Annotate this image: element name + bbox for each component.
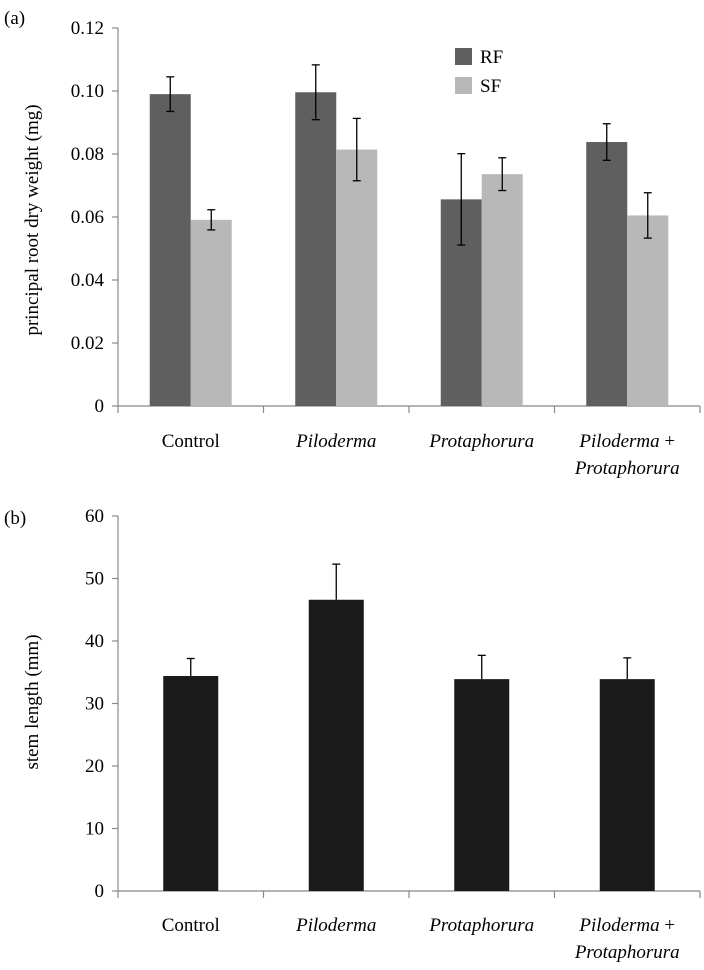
- y-tick-label: 0.08: [71, 144, 104, 165]
- x-category-label: Control: [162, 915, 220, 936]
- bar: [150, 94, 191, 406]
- y-tick-label: 0.02: [71, 333, 104, 354]
- x-category-label-part: Protaphorura: [574, 942, 680, 963]
- y-tick-label: 0: [95, 396, 105, 417]
- y-tick-label: 0.04: [71, 270, 105, 291]
- y-tick-label: 0: [95, 881, 105, 902]
- x-category-label-part: Protaphorura: [574, 458, 680, 479]
- x-category-label-part: Control: [162, 915, 220, 936]
- bar: [482, 174, 523, 406]
- legend-label: SF: [480, 76, 501, 97]
- y-axis-label: principal root dry weight (mg): [22, 104, 43, 335]
- y-tick-label: 0.06: [71, 207, 104, 228]
- y-tick-label: 0.10: [71, 81, 104, 102]
- bar: [295, 92, 336, 406]
- y-tick-label: 30: [85, 694, 104, 715]
- x-category-label-part: Piloderma: [578, 915, 659, 936]
- x-category-label-part: Piloderma: [295, 431, 376, 452]
- x-category-label: Protaphorura: [428, 431, 534, 452]
- y-tick-label: 20: [85, 756, 104, 777]
- x-category-label: Piloderma +: [578, 431, 675, 452]
- bar: [454, 679, 509, 891]
- x-category-label-part: Protaphorura: [428, 915, 534, 936]
- legend-label: RF: [480, 47, 503, 68]
- x-category-label: Protaphorura: [574, 942, 680, 963]
- x-category-label-part: Protaphorura: [428, 431, 534, 452]
- bar: [163, 676, 218, 891]
- y-tick-label: 50: [85, 569, 104, 590]
- panel-b-chart: 0 10 20 30 40 50 60 Control Piloderma Protaphorur…: [4, 506, 700, 963]
- x-category-label-part: Piloderma: [295, 915, 376, 936]
- x-category-label-part: Control: [162, 431, 220, 452]
- x-category-label-part: +: [660, 915, 675, 936]
- panel-a-chart: 0 0.02 0.04 0.06 0.08 0.10 0.12 Control Piloderm…: [4, 8, 700, 479]
- y-tick-label: 60: [85, 506, 104, 527]
- bar: [600, 679, 655, 891]
- bar: [336, 150, 377, 406]
- bar: [586, 142, 627, 406]
- legend-swatch: [455, 48, 472, 65]
- x-category-label-part: Piloderma: [578, 431, 659, 452]
- x-category-label-part: +: [660, 431, 675, 452]
- panel-label: (a): [4, 8, 25, 29]
- y-tick-label: 0.12: [71, 18, 104, 39]
- bar: [191, 220, 232, 406]
- x-category-label: Control: [162, 431, 220, 452]
- legend-swatch: [455, 77, 472, 94]
- x-category-label: Protaphorura: [574, 458, 680, 479]
- x-category-label: Piloderma: [295, 431, 376, 452]
- bar: [309, 600, 364, 891]
- y-tick-label: 10: [85, 819, 104, 840]
- panel-label: (b): [4, 508, 26, 529]
- x-category-label: Piloderma: [295, 915, 376, 936]
- bar: [627, 215, 668, 406]
- y-tick-label: 40: [85, 631, 104, 652]
- x-category-label: Piloderma +: [578, 915, 675, 936]
- x-category-label: Protaphorura: [428, 915, 534, 936]
- y-axis-label: stem length (mm): [22, 634, 43, 769]
